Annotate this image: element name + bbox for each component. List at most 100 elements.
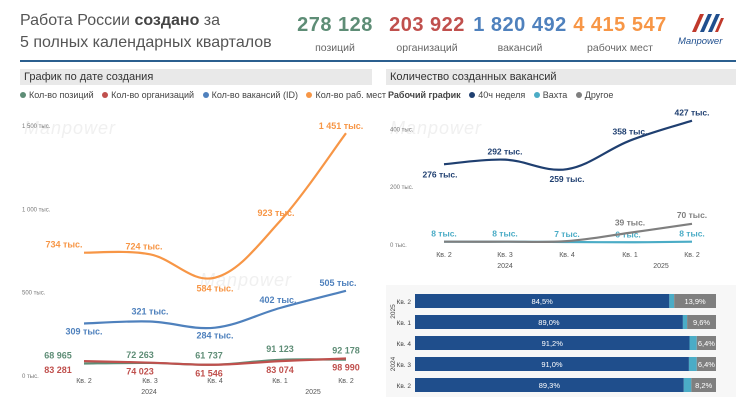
data-label: 402 тыс. (259, 295, 296, 305)
kpi-label: позиций (315, 42, 355, 54)
x-year-label: 2024 (141, 389, 157, 396)
right-panel-header: Количество созданных вакансий (386, 69, 736, 85)
legend-item-organizations[interactable]: Кол-во организаций (102, 90, 194, 100)
legend-item-workplaces[interactable]: Кол-во раб. мест (306, 90, 386, 100)
legend-item-other[interactable]: Другое (575, 90, 614, 100)
data-label: 8 тыс. (679, 229, 705, 239)
data-label: 83 281 (44, 365, 72, 375)
bar-value-label: 89,0% (538, 318, 560, 327)
series-line (83, 132, 347, 280)
legend-label: Кол-во организаций (111, 90, 195, 100)
bar-category-label: Кв. 2 (397, 383, 412, 390)
data-label: 92 178 (332, 346, 360, 356)
kpi-label: рабочих мест (587, 42, 653, 54)
y-tick-label: 400 тыс. (390, 127, 414, 133)
bar-segment (682, 315, 688, 329)
x-year-label: 2025 (305, 389, 321, 396)
x-tick-label: Кв. 2 (338, 378, 354, 385)
bar-segment (683, 378, 692, 392)
kpi-organizations: 203 922 организаций (382, 12, 472, 54)
data-label: 321 тыс. (131, 307, 168, 317)
legend-label: Кол-во вакансий (ID) (211, 90, 298, 100)
bar-segment (415, 378, 684, 392)
series-line (443, 119, 693, 171)
bar-value-label: 6,4% (698, 360, 715, 369)
bar-value-label: 91,2% (542, 339, 564, 348)
bar-segment (415, 357, 689, 371)
bar-segment (687, 315, 716, 329)
y-tick-label: 1 500 тыс. (22, 124, 51, 130)
legend-item-40h[interactable]: 40ч неделя (469, 90, 525, 100)
data-label: 8 тыс. (492, 229, 518, 239)
data-label: 276 тыс. (422, 169, 457, 179)
data-label: 39 тыс. (615, 218, 645, 228)
legend-item-positions[interactable]: Кол-во позиций (20, 90, 94, 100)
data-label: 72 263 (126, 350, 154, 360)
data-label: 427 тыс. (674, 108, 709, 118)
legend-dot-icon (20, 92, 26, 98)
legend-item-shift[interactable]: Вахта (533, 90, 568, 100)
y-tick-label: 0 тыс. (390, 243, 407, 249)
x-tick-label: Кв. 2 (436, 252, 452, 259)
kpi-label: организаций (396, 42, 458, 54)
data-label: 83 074 (266, 365, 294, 375)
bar-year-label: 2025 (390, 304, 397, 319)
legend-label: Кол-во раб. мест (315, 90, 386, 100)
data-label: 1 451 тыс. (319, 121, 364, 131)
bar-value-label: 6,4% (698, 339, 715, 348)
series-line (83, 357, 347, 366)
data-label: 358 тыс. (612, 127, 647, 137)
data-label: 8 тыс. (431, 229, 457, 239)
x-tick-label: Кв. 1 (622, 252, 638, 259)
legend-item-vacancies[interactable]: Кол-во вакансий (ID) (202, 90, 298, 100)
manpower-logo-text: Manpower (678, 36, 723, 47)
data-label: 68 965 (44, 351, 72, 361)
y-tick-label: 200 тыс. (390, 185, 414, 191)
series-line (443, 222, 693, 244)
kpi-value: 278 128 (297, 14, 373, 36)
bar-category-label: Кв. 3 (397, 362, 412, 369)
legend-dot-icon (306, 92, 313, 98)
x-tick-label: Кв. 3 (142, 378, 158, 385)
data-label: 61 546 (195, 369, 223, 379)
bar-segment (696, 357, 716, 371)
watermark: Manpower (24, 118, 117, 138)
kpi-value: 203 922 (389, 14, 465, 36)
data-label: 505 тыс. (319, 278, 356, 288)
x-tick-label: Кв. 2 (76, 378, 92, 385)
kpi-label: вакансий (497, 42, 543, 54)
bar-segment (415, 315, 683, 329)
bar-value-label: 8,2% (695, 381, 712, 390)
kpi-positions: 278 128 позиций (292, 12, 378, 54)
data-label: 98 990 (332, 363, 360, 373)
bar-value-label: 9,6% (693, 318, 710, 327)
legend-label: Вахта (542, 90, 568, 100)
kpi-workplaces: 4 415 547 рабочих мест (570, 12, 670, 54)
bar-category-label: Кв. 4 (397, 341, 412, 348)
data-label: 292 тыс. (487, 147, 522, 157)
y-tick-label: 500 тыс. (22, 291, 46, 297)
x-year-label: 2024 (497, 263, 513, 270)
x-tick-label: Кв. 1 (272, 378, 288, 385)
x-tick-label: Кв. 4 (559, 252, 575, 259)
legend-dot-icon (102, 92, 109, 98)
legend-dot-icon (202, 92, 209, 98)
data-label: 309 тыс. (65, 327, 102, 337)
data-label: 259 тыс. (549, 174, 584, 184)
watermark: Manpower (390, 118, 483, 138)
bar-segment (696, 336, 716, 350)
data-label: 734 тыс. (45, 240, 82, 250)
title-text-end: за (199, 12, 221, 29)
bar-year-label: 2024 (390, 356, 397, 371)
left-legend: Кол-во позиций Кол-во организаций Кол-во… (20, 89, 392, 101)
manpower-logo: Manpower (678, 10, 732, 54)
kpi-value: 4 415 547 (573, 14, 667, 36)
legend-label: Другое (584, 90, 614, 100)
bar-segment (415, 294, 670, 308)
bar-segment (674, 294, 716, 308)
bar-segment (669, 294, 675, 308)
manpower-logo-icon (692, 14, 724, 32)
